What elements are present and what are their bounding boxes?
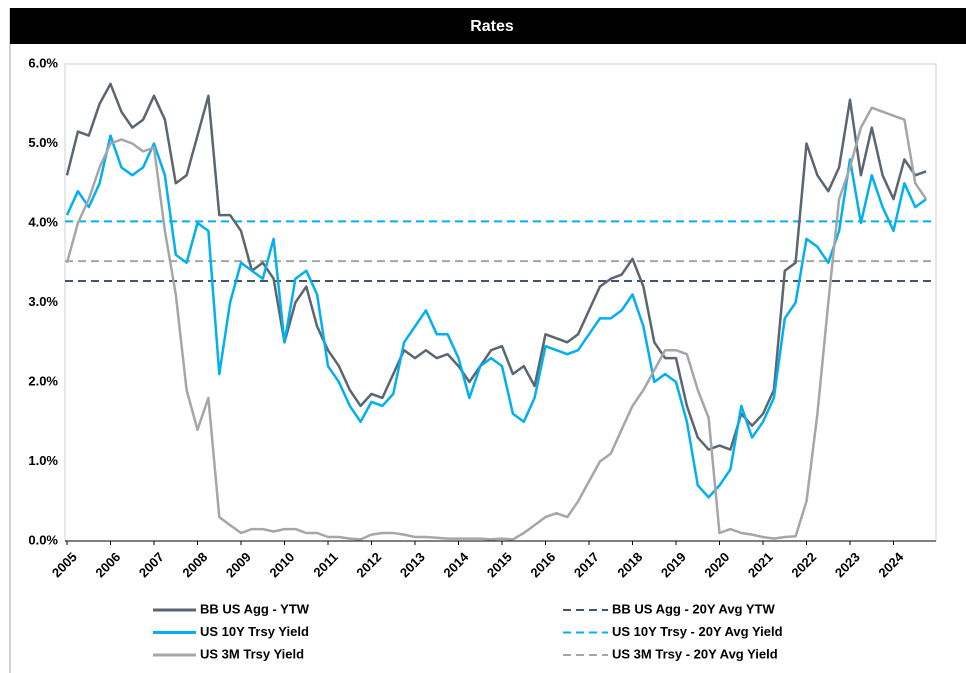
x-tick-label: 2024 bbox=[875, 549, 907, 581]
x-tick-label: 2020 bbox=[701, 549, 732, 580]
legend-label: BB US Agg - YTW bbox=[200, 601, 310, 616]
chart-title: Rates bbox=[470, 18, 514, 35]
x-tick-label: 2018 bbox=[614, 549, 645, 580]
legend-label: US 10Y Trsy Yield bbox=[200, 624, 309, 639]
y-tick-label: 0.0% bbox=[28, 532, 58, 547]
y-tick-label: 5.0% bbox=[28, 135, 58, 150]
x-tick-label: 2017 bbox=[571, 549, 602, 580]
y-tick-label: 4.0% bbox=[28, 214, 58, 229]
y-tick-label: 3.0% bbox=[28, 294, 58, 309]
series-line bbox=[65, 134, 927, 499]
x-tick-label: 2013 bbox=[397, 549, 428, 580]
x-tick-label: 2009 bbox=[223, 549, 254, 580]
x-tick-label: 2007 bbox=[136, 549, 167, 580]
x-tick-label: 2015 bbox=[484, 549, 515, 580]
legend-label: US 10Y Trsy - 20Y Avg Yield bbox=[612, 624, 783, 639]
title-bar bbox=[10, 8, 966, 44]
legend-label: US 3M Trsy Yield bbox=[200, 646, 304, 661]
x-tick-label: 2021 bbox=[745, 549, 776, 580]
x-tick-label: 2014 bbox=[440, 549, 472, 581]
x-tick-label: 2006 bbox=[92, 549, 123, 580]
legend-label: US 3M Trsy - 20Y Avg Yield bbox=[612, 646, 778, 661]
x-tick-label: 2023 bbox=[832, 549, 863, 580]
x-tick-label: 2016 bbox=[527, 549, 558, 580]
y-tick-label: 6.0% bbox=[28, 55, 58, 70]
series-line bbox=[65, 82, 927, 451]
legend-label: BB US Agg - 20Y Avg YTW bbox=[612, 601, 775, 616]
plot-frame bbox=[64, 63, 937, 542]
x-tick-label: 2022 bbox=[788, 549, 819, 580]
y-tick-label: 2.0% bbox=[28, 373, 58, 388]
x-tick-label: 2008 bbox=[179, 549, 210, 580]
x-tick-label: 2019 bbox=[658, 549, 689, 580]
series-line bbox=[65, 106, 928, 541]
x-tick-label: 2005 bbox=[49, 549, 80, 580]
y-tick-label: 1.0% bbox=[28, 453, 58, 468]
x-tick-label: 2010 bbox=[266, 549, 297, 580]
x-tick-label: 2011 bbox=[310, 549, 341, 580]
x-tick-label: 2012 bbox=[353, 549, 384, 580]
